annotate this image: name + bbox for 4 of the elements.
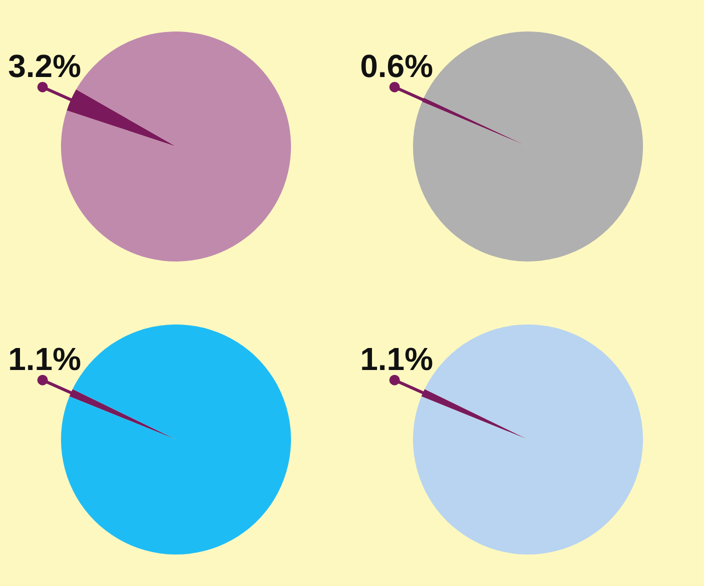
data-label: 0.6% — [360, 48, 434, 84]
data-label: 1.1% — [8, 341, 82, 378]
data-label: 1.1% — [360, 341, 434, 378]
data-label: 3.2% — [8, 48, 82, 84]
